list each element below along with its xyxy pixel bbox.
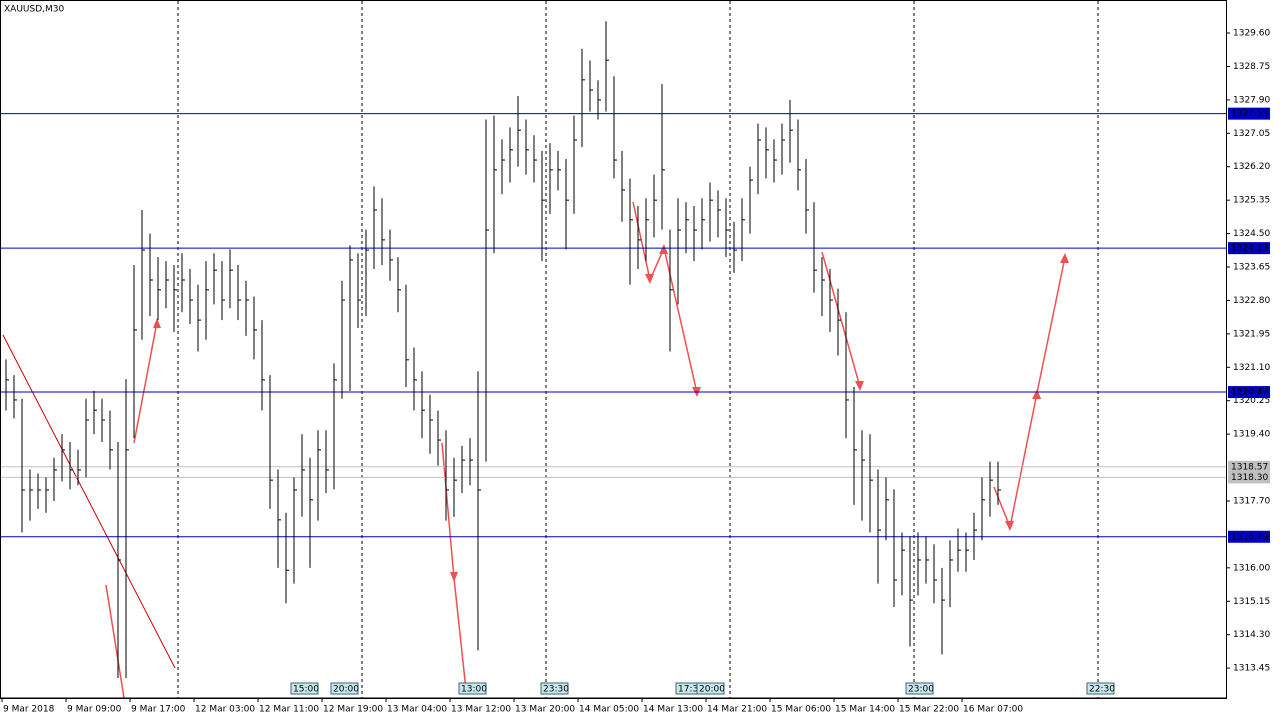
arrow-head bbox=[450, 572, 458, 582]
arrow bbox=[105, 584, 125, 699]
y-tick-label: 1326.20 bbox=[1233, 162, 1270, 172]
x-tick-label: 15 Mar 22:00 bbox=[899, 705, 959, 715]
time-marker: 23:00 bbox=[908, 685, 934, 695]
level-label: 1316.79 bbox=[1231, 532, 1268, 542]
time-marker-box bbox=[330, 682, 359, 695]
y-tick-label: 1323.65 bbox=[1233, 263, 1270, 273]
arrow bbox=[133, 321, 158, 444]
level-label-box bbox=[1228, 471, 1270, 484]
level-label: 1318.57 bbox=[1231, 462, 1268, 472]
time-marker: 17:30 bbox=[678, 685, 704, 695]
arrow-head bbox=[645, 274, 654, 284]
x-tick-label: 16 Mar 07:00 bbox=[963, 705, 1023, 715]
level-label-box bbox=[1228, 242, 1270, 255]
arrows bbox=[105, 201, 1066, 699]
y-tick-label: 1317.70 bbox=[1233, 496, 1270, 506]
level-label: 1327.55 bbox=[1231, 109, 1268, 119]
level-label-box bbox=[1228, 386, 1270, 399]
arrow-head bbox=[659, 244, 668, 254]
time-marker: 23:30 bbox=[543, 685, 569, 695]
x-tick-label: 14 Mar 21:00 bbox=[707, 705, 767, 715]
y-tick-label: 1314.30 bbox=[1233, 630, 1270, 640]
x-tick-label: 14 Mar 13:00 bbox=[643, 705, 703, 715]
x-tick-label: 12 Mar 11:00 bbox=[259, 705, 319, 715]
x-tick-label: 12 Mar 19:00 bbox=[323, 705, 383, 715]
arrow-head bbox=[1032, 389, 1041, 399]
arrow bbox=[993, 256, 1066, 530]
time-marker: 22:30 bbox=[1089, 685, 1115, 695]
level-label-box bbox=[1228, 530, 1270, 543]
x-tick-label: 15 Mar 14:00 bbox=[835, 705, 895, 715]
y-tick-label: 1327.90 bbox=[1233, 95, 1270, 105]
arrow-head bbox=[153, 318, 161, 328]
time-marker-box bbox=[458, 682, 487, 695]
x-tick-label: 15 Mar 06:00 bbox=[771, 705, 831, 715]
y-tick-label: 1319.40 bbox=[1233, 430, 1270, 440]
level-label-box bbox=[1228, 460, 1270, 473]
arrow bbox=[821, 251, 861, 388]
time-marker-box bbox=[1086, 682, 1115, 695]
arrow-head bbox=[855, 381, 864, 391]
arrow-head bbox=[1060, 253, 1069, 263]
time-marker: 15:00 bbox=[293, 685, 319, 695]
x-tick-label: 13 Mar 20:00 bbox=[515, 705, 575, 715]
time-marker: 13:00 bbox=[461, 685, 487, 695]
time-marker-box bbox=[290, 682, 319, 695]
trend-line bbox=[2, 334, 176, 669]
level-label: 1320.47 bbox=[1231, 388, 1268, 398]
x-tick-label: 12 Mar 03:00 bbox=[195, 705, 255, 715]
chart-title: XAUUSD,M30 bbox=[4, 5, 64, 15]
annotations bbox=[2, 201, 1069, 699]
y-tick-label: 1315.15 bbox=[1233, 597, 1270, 607]
time-marker-box bbox=[905, 682, 934, 695]
x-tick-label: 9 Mar 2018 bbox=[3, 705, 55, 715]
y-tick-label: 1321.95 bbox=[1233, 329, 1270, 339]
y-tick-label: 1327.05 bbox=[1233, 129, 1270, 139]
y-tick-label: 1324.50 bbox=[1233, 229, 1270, 239]
x-tick-label: 13 Mar 12:00 bbox=[451, 705, 511, 715]
x-tick-label: 9 Mar 17:00 bbox=[131, 705, 186, 715]
time-marker-box bbox=[696, 682, 725, 695]
y-tick-label: 1316.00 bbox=[1233, 563, 1270, 573]
level-label: 1318.30 bbox=[1231, 473, 1268, 483]
time-marker-box bbox=[540, 682, 569, 695]
level-label-box bbox=[1228, 107, 1270, 120]
level-label: 1324.13 bbox=[1231, 244, 1268, 254]
y-tick-label: 1325.35 bbox=[1233, 196, 1270, 206]
y-tick-label: 1313.45 bbox=[1233, 664, 1270, 674]
x-tick-label: 9 Mar 09:00 bbox=[67, 705, 122, 715]
x-tick-label: 13 Mar 04:00 bbox=[387, 705, 447, 715]
y-tick-label: 1321.10 bbox=[1233, 363, 1270, 373]
y-tick-label: 1320.25 bbox=[1233, 396, 1270, 406]
y-tick-label: 1322.80 bbox=[1233, 296, 1270, 306]
time-marker: 20:00 bbox=[333, 685, 359, 695]
x-tick-label: 14 Mar 05:00 bbox=[579, 705, 639, 715]
y-tick-label: 1328.75 bbox=[1233, 62, 1270, 72]
time-marker: 20:00 bbox=[699, 685, 725, 695]
arrow-head bbox=[1005, 521, 1014, 531]
arrow bbox=[632, 201, 698, 394]
y-tick-label: 1329.60 bbox=[1233, 29, 1270, 39]
